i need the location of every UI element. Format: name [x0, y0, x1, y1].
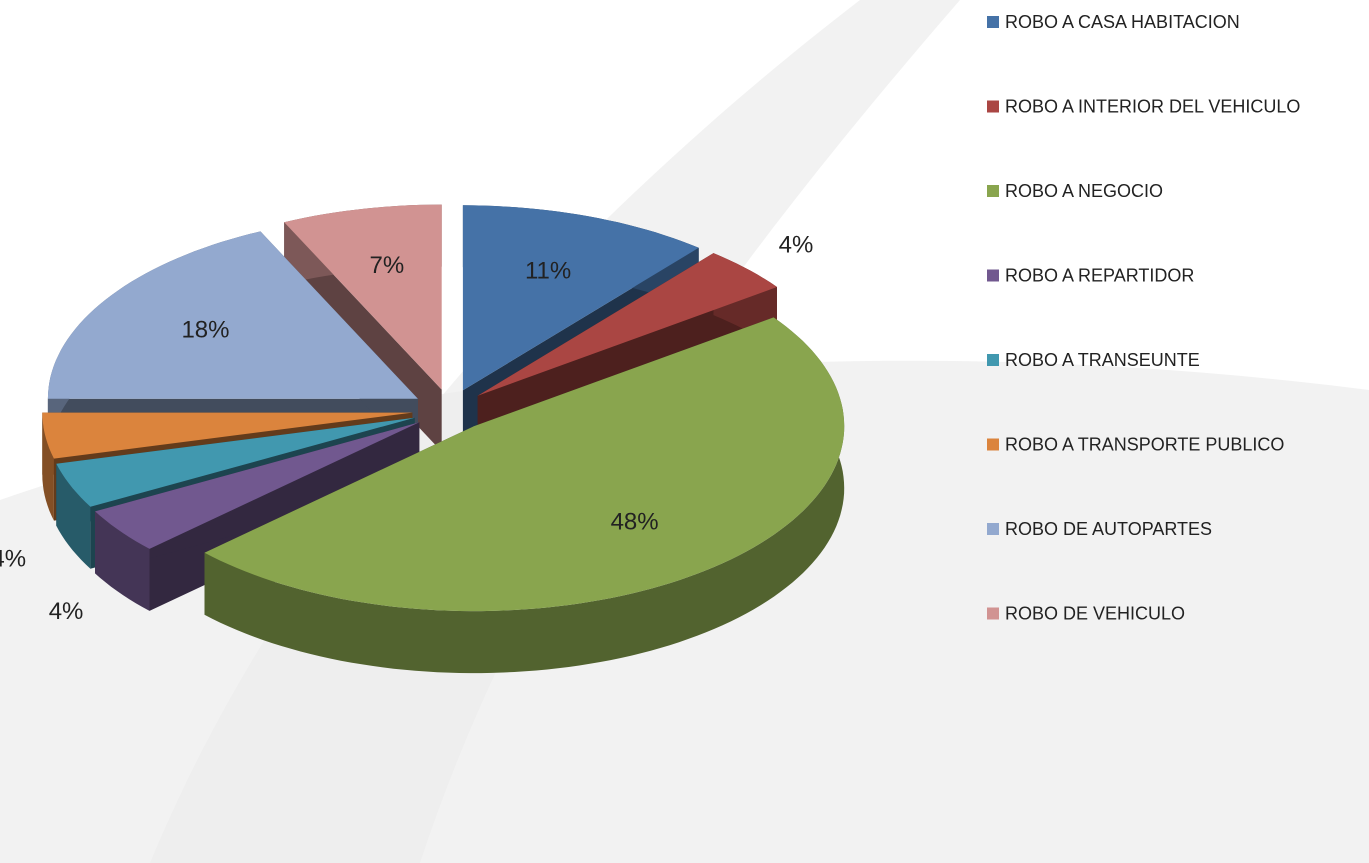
slice-wall	[95, 511, 150, 611]
data-label: 4%	[779, 232, 814, 259]
slice	[95, 422, 420, 549]
legend-swatch	[987, 523, 999, 535]
slice-wall	[204, 317, 845, 674]
legend-label: ROBO DE AUTOPARTES	[1005, 519, 1212, 539]
slice	[462, 205, 699, 391]
data-label: 4%	[49, 598, 84, 625]
legend-swatch	[987, 185, 999, 197]
data-label: 7%	[369, 252, 404, 279]
legend-label: ROBO A NEGOCIO	[1005, 181, 1163, 201]
legend-label: ROBO A CASA HABITACION	[1005, 12, 1240, 32]
legend: ROBO A CASA HABITACION ROBO A INTERIOR DE…	[987, 12, 1300, 623]
legend-swatch	[987, 269, 999, 282]
data-label: 11%	[525, 257, 571, 284]
legend-label: ROBO DE VEHICULO	[1005, 603, 1185, 623]
slice	[284, 204, 442, 390]
slice	[204, 317, 845, 612]
legend-label: ROBO A TRANSPORTE PUBLICO	[1005, 434, 1284, 454]
legend-label: ROBO A REPARTIDOR	[1005, 265, 1194, 285]
legend-label: ROBO A INTERIOR DEL VEHICULO	[1005, 96, 1300, 116]
slice	[42, 412, 413, 459]
legend-swatch	[987, 354, 999, 366]
data-label: 4%	[0, 545, 26, 572]
slice	[47, 231, 418, 399]
legend-swatch	[987, 100, 999, 113]
data-label: 48%	[611, 508, 659, 535]
legend-swatch	[987, 16, 999, 28]
data-label: 18%	[181, 317, 229, 344]
slice	[56, 417, 415, 507]
legend-swatch	[987, 607, 999, 620]
slice-wall	[56, 463, 91, 569]
slice-wall	[42, 412, 54, 521]
legend-swatch	[987, 438, 999, 451]
pie: 11%4%48%4%4%4%18%7%	[0, 204, 845, 674]
slice	[477, 253, 777, 396]
legend-label: ROBO A TRANSEUNTE	[1005, 350, 1200, 370]
